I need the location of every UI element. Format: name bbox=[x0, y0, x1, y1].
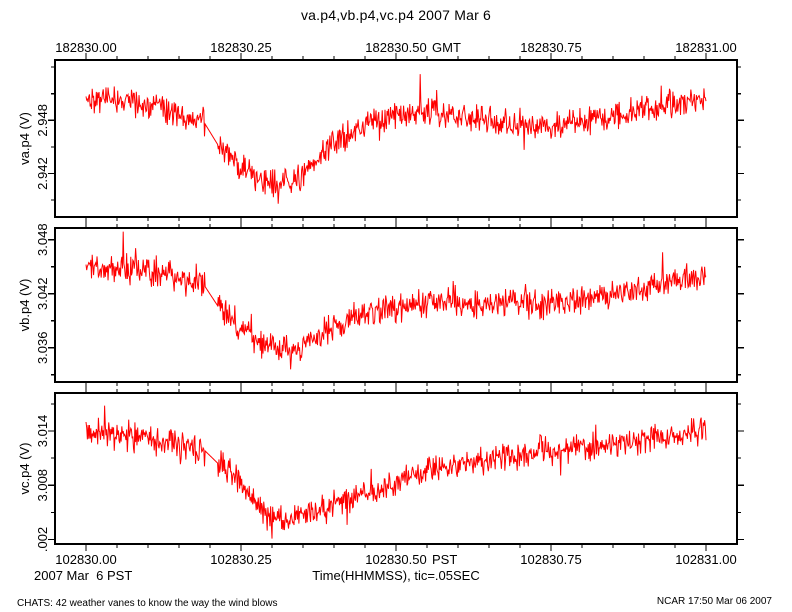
y-axis-label-vc-p4: vc.p4 (V) bbox=[17, 442, 32, 494]
y-tick-label: 3.042 bbox=[35, 277, 50, 310]
gmt-tick-label: 182830.25 bbox=[210, 40, 271, 55]
page-title: va.p4,vb.p4,vc.p4 2007 Mar 6 bbox=[300, 7, 492, 23]
pst-tick-label: 102830.25 bbox=[210, 552, 271, 567]
panel-frame-vc-p4 bbox=[54, 392, 738, 545]
pst-tick-label: 102830.50 bbox=[365, 552, 426, 567]
gmt-tick-label: 182830.00 bbox=[55, 40, 116, 55]
pst-tick-label: 102831.00 bbox=[675, 552, 736, 567]
gmt-tick-label: 182831.00 bbox=[675, 40, 736, 55]
y-axis-label-va-p4: va.p4 (V) bbox=[17, 112, 32, 165]
y-axis-label-vb-p4: vb.p4 (V) bbox=[17, 279, 32, 332]
y-tick-label: 3.048 bbox=[35, 223, 50, 256]
date-pst-label: 2007 Mar 6 PST bbox=[34, 568, 133, 583]
y-tick-label: 3.008 bbox=[35, 469, 50, 502]
credit-footer: NCAR 17:50 Mar 06 2007 bbox=[656, 596, 772, 607]
gmt-tick-label: 182830.50 bbox=[365, 40, 426, 55]
gmt-unit-label: GMT bbox=[432, 40, 461, 55]
pst-tick-label: 102830.75 bbox=[520, 552, 581, 567]
signal-trace-vb-p4 bbox=[85, 231, 707, 370]
pst-tick-label: 102830.00 bbox=[55, 552, 116, 567]
y-tick-label: 3.014 bbox=[35, 415, 50, 448]
y-tick-label: 2.948 bbox=[35, 104, 50, 137]
signal-trace-va-p4 bbox=[85, 74, 707, 204]
project-footer: CHATS: 42 weather vanes to know the way … bbox=[17, 598, 278, 609]
panel-frame-vb-p4 bbox=[54, 227, 738, 383]
y-tick-label: .002 bbox=[35, 527, 50, 552]
time-axis-label: Time(HHMMSS), tic=.05SEC bbox=[312, 568, 480, 583]
y-tick-label: 2.942 bbox=[35, 157, 50, 190]
signal-trace-vc-p4 bbox=[85, 405, 707, 539]
pst-unit-label: PST bbox=[432, 552, 457, 567]
y-tick-label: 3.036 bbox=[35, 332, 50, 365]
gmt-tick-label: 182830.75 bbox=[520, 40, 581, 55]
panel-frame-va-p4 bbox=[54, 59, 738, 218]
